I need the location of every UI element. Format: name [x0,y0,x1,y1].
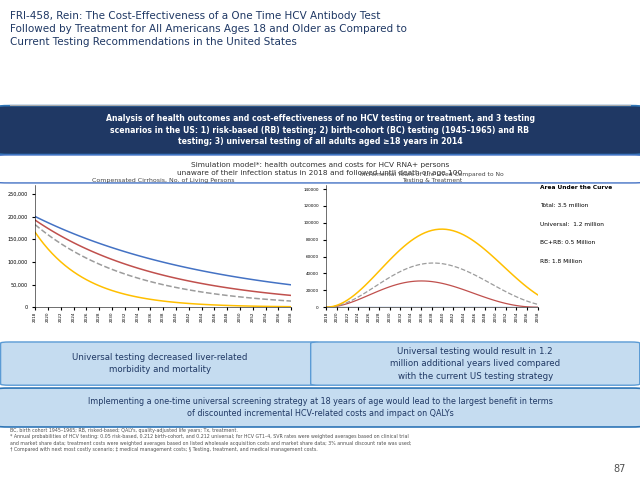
Text: BC+RB: 0.5 Million: BC+RB: 0.5 Million [540,240,595,245]
Legend: No Testing or Treatment, Risk Based (RB), Birth Cohort + RB, Universal: No Testing or Treatment, Risk Based (RB)… [104,346,222,360]
FancyBboxPatch shape [310,342,640,385]
Text: BC, birth cohort 1945–1965; RB, risked-based; QALYs, quality-adjusted life years: BC, birth cohort 1945–1965; RB, risked-b… [10,428,411,452]
FancyBboxPatch shape [1,342,319,385]
Text: Universal:  1.2 million: Universal: 1.2 million [540,222,604,227]
FancyBboxPatch shape [0,388,640,427]
Title: Incremental Years of Life Lived Compared to No
Testing & Treatment: Incremental Years of Life Lived Compared… [360,172,504,183]
FancyBboxPatch shape [0,155,640,183]
Text: 87: 87 [614,464,626,474]
FancyBboxPatch shape [0,106,640,155]
Legend: No Testing or Treatment, Risk Based (RB), Birth Cohort + RB, Universal: No Testing or Treatment, Risk Based (RB)… [331,346,449,360]
Text: FRI-458, Rein: The Cost-Effectiveness of a One Time HCV Antibody Test
Followed b: FRI-458, Rein: The Cost-Effectiveness of… [10,11,406,47]
Text: Total: 3.5 million: Total: 3.5 million [540,204,588,208]
Text: RB: 1.8 Million: RB: 1.8 Million [540,259,582,264]
Text: Area Under the Curve: Area Under the Curve [540,185,612,190]
Text: Implementing a one-time universal screening strategy at 18 years of age would le: Implementing a one-time universal screen… [88,397,552,418]
Text: Universal testing would result in 1.2
million additional years lived compared
wi: Universal testing would result in 1.2 mi… [390,347,560,381]
Text: Universal testing decreased liver-related
morbidity and mortality: Universal testing decreased liver-relate… [72,353,248,374]
Text: Simulation model*: health outcomes and costs for HCV RNA+ persons
unaware of the: Simulation model*: health outcomes and c… [177,162,463,176]
Text: Analysis of health outcomes and cost-effectiveness of no HCV testing or treatmen: Analysis of health outcomes and cost-eff… [106,114,534,146]
Title: Compensated Cirrhosis, No. of Living Persons: Compensated Cirrhosis, No. of Living Per… [92,178,234,183]
